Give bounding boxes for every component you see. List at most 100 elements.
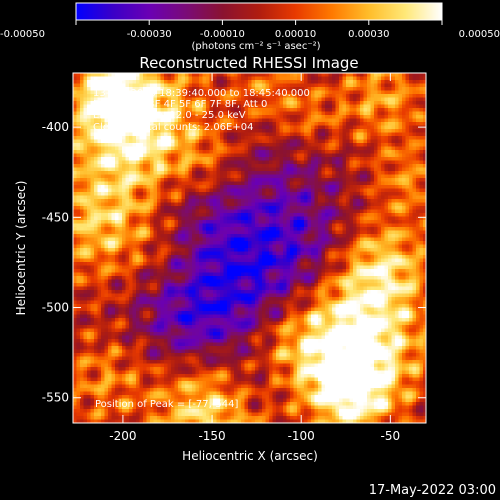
heatmap-cell (118, 83, 123, 88)
heatmap-cell (139, 94, 144, 98)
heatmap-cell (220, 202, 224, 207)
heatmap-cell (104, 227, 109, 231)
heatmap-cell (76, 234, 81, 238)
heatmap-cell (164, 87, 168, 91)
heatmap-cell (199, 241, 203, 245)
heatmap-cell (143, 94, 147, 98)
heatmap-cell (258, 122, 263, 126)
heatmap-cell (174, 136, 179, 140)
heatmap-cell (265, 129, 270, 133)
heatmap-cell (335, 143, 340, 147)
heatmap-cell (377, 188, 382, 193)
heatmap-cell (325, 164, 329, 168)
heatmap-cell (199, 153, 203, 158)
heatmap-cell (251, 94, 256, 98)
heatmap-cell (286, 181, 291, 186)
heatmap-cell (76, 185, 81, 189)
heatmap-cell (412, 227, 417, 231)
heatmap-cell (353, 195, 357, 200)
heatmap-cell (136, 199, 140, 203)
heatmap-cell (416, 150, 420, 154)
heatmap-cell (118, 202, 123, 207)
heatmap-cell (164, 129, 168, 133)
heatmap-cell (269, 139, 273, 144)
heatmap-cell (76, 132, 81, 137)
heatmap-cell (360, 90, 364, 95)
heatmap-cell (360, 213, 364, 217)
heatmap-cell (283, 234, 287, 238)
heatmap-cell (339, 202, 343, 207)
heatmap-cell (97, 199, 102, 203)
heatmap-cell (80, 160, 84, 165)
heatmap-cell (381, 223, 385, 228)
heatmap-cell (311, 115, 315, 119)
heatmap-cell (111, 234, 116, 238)
heatmap-cell (164, 125, 168, 130)
heatmap-cell (206, 241, 210, 245)
heatmap-cell (202, 150, 207, 154)
heatmap-cell (279, 94, 284, 98)
heatmap-cell (276, 136, 280, 140)
heatmap-cell (304, 213, 308, 217)
heatmap-cell (143, 237, 147, 242)
heatmap-cell (363, 97, 368, 102)
heatmap-cell (377, 76, 382, 81)
heatmap-cell (384, 220, 389, 224)
heatmap-cell (391, 129, 396, 133)
heatmap-cell (342, 153, 347, 158)
heatmap-cell (199, 185, 203, 189)
heatmap-cell (398, 227, 403, 231)
heatmap-cell (265, 97, 270, 102)
heatmap-cell (255, 216, 259, 221)
heatmap-cell (167, 129, 172, 133)
heatmap-cell (244, 220, 249, 224)
heatmap-cell (423, 146, 426, 151)
heatmap-cell (384, 237, 389, 242)
heatmap-cell (160, 132, 165, 137)
heatmap-cell (101, 76, 105, 81)
heatmap-cell (381, 122, 385, 126)
heatmap-cell (419, 118, 424, 123)
heatmap-cell (255, 136, 259, 140)
heatmap-cell (227, 94, 231, 98)
heatmap-cell (146, 80, 151, 84)
heatmap-cell (419, 213, 424, 217)
heatmap-cell (412, 73, 417, 77)
heatmap-cell (269, 73, 273, 77)
heatmap-cell (115, 146, 119, 151)
heatmap-cell (157, 122, 161, 126)
heatmap-cell (115, 136, 119, 140)
heatmap-cell (209, 132, 214, 137)
heatmap-cell (150, 146, 154, 151)
heatmap-cell (293, 87, 298, 91)
heatmap-cell (255, 73, 259, 77)
heatmap-cell (360, 94, 364, 98)
heatmap-cell (227, 150, 231, 154)
heatmap-cell (150, 157, 154, 161)
heatmap-cell (150, 83, 154, 88)
chart-title: Reconstructed RHESSI Image (139, 54, 358, 72)
heatmap-cell (335, 192, 340, 196)
heatmap-cell (374, 164, 378, 168)
heatmap-cell (237, 202, 242, 207)
heatmap-cell (279, 108, 284, 112)
heatmap-cell (300, 76, 305, 81)
heatmap-cell (195, 167, 200, 172)
heatmap-cell (402, 115, 406, 119)
heatmap-cell (416, 181, 420, 186)
heatmap-cell (279, 87, 284, 91)
heatmap-cell (178, 87, 182, 91)
heatmap-cell (122, 216, 126, 221)
heatmap-cell (185, 90, 189, 95)
heatmap-cell (328, 202, 333, 207)
heatmap-cell (220, 216, 224, 221)
heatmap-cell (283, 188, 287, 193)
heatmap-cell (367, 202, 371, 207)
heatmap-cell (90, 87, 95, 91)
heatmap-cell (234, 115, 238, 119)
heatmap-cell (402, 185, 406, 189)
heatmap-cell (241, 139, 245, 144)
heatmap-cell (73, 234, 77, 238)
heatmap-cell (300, 202, 305, 207)
heatmap-cell (367, 94, 371, 98)
